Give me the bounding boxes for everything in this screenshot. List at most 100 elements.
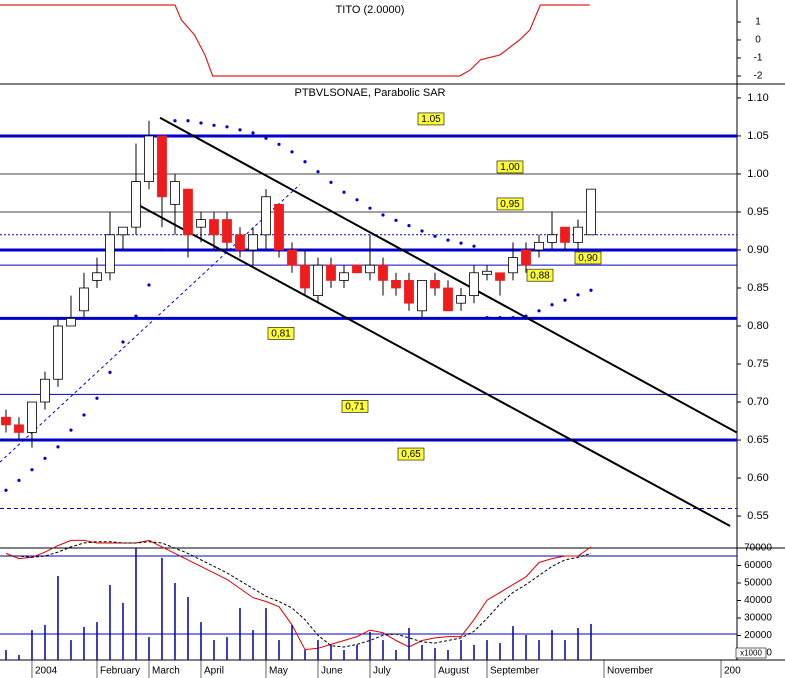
volume-bar bbox=[356, 644, 358, 660]
sar-dot bbox=[459, 241, 463, 245]
y-tick-label: 70000 bbox=[744, 543, 772, 554]
volume-bar bbox=[460, 640, 462, 660]
volume-bar bbox=[395, 650, 397, 660]
x-tick-label: April bbox=[204, 666, 224, 677]
volume-bar bbox=[369, 632, 371, 660]
sar-dot bbox=[69, 428, 73, 432]
x-tick-label: 2004 bbox=[35, 666, 58, 677]
sar-dot bbox=[433, 234, 437, 238]
sar-dot bbox=[355, 198, 359, 202]
volume-bar bbox=[161, 557, 163, 660]
candle-body bbox=[170, 181, 180, 205]
volume-bar bbox=[538, 640, 540, 660]
candle-body bbox=[79, 287, 89, 312]
x-tick-label: June bbox=[321, 666, 343, 677]
candle-body bbox=[443, 287, 453, 312]
sar-dot bbox=[238, 128, 242, 132]
y-tick-label: 1.05 bbox=[747, 130, 768, 142]
volume-bar bbox=[590, 623, 592, 660]
trend-line bbox=[0, 184, 301, 463]
volume-bar bbox=[330, 644, 332, 660]
sar-dot bbox=[576, 293, 580, 297]
volume-bar bbox=[5, 650, 7, 660]
candle-body bbox=[469, 272, 479, 296]
volume-bar bbox=[551, 630, 553, 660]
volume-bar bbox=[135, 548, 137, 660]
sar-dot bbox=[381, 213, 385, 217]
level-label: 1,00 bbox=[500, 162, 520, 173]
volume-panel bbox=[5, 548, 592, 660]
y-tick-label: 0.60 bbox=[747, 472, 768, 484]
level-label-box bbox=[574, 251, 602, 265]
sar-dot bbox=[95, 396, 99, 400]
level-label: 1.05 bbox=[421, 114, 441, 125]
volume-bar bbox=[122, 602, 124, 660]
sar-dot bbox=[290, 150, 294, 154]
sar-dot bbox=[563, 298, 567, 302]
sar-dot bbox=[394, 218, 398, 222]
sar-dot bbox=[160, 248, 164, 252]
candle-body bbox=[1, 416, 11, 426]
x-tick-label: November bbox=[607, 666, 654, 677]
candle-body bbox=[222, 219, 232, 243]
y-tick-label: 1 bbox=[755, 17, 761, 28]
candle-body bbox=[391, 279, 401, 289]
sar-dot bbox=[407, 224, 411, 228]
volume-bar bbox=[304, 650, 306, 660]
sar-dot bbox=[251, 131, 255, 135]
sar-dot bbox=[303, 160, 307, 164]
oscillator-line bbox=[5, 539, 592, 651]
x-tick-label: May bbox=[269, 666, 288, 677]
volume-bar bbox=[577, 627, 579, 660]
sar-dot bbox=[134, 314, 138, 318]
volume-bar bbox=[447, 650, 449, 660]
sar-dot bbox=[186, 119, 190, 123]
candle-body bbox=[404, 279, 414, 304]
x-tick-label: August bbox=[438, 666, 469, 677]
sar-dot bbox=[17, 478, 21, 482]
y-tick-label: 0.85 bbox=[747, 282, 768, 294]
y-tick-label: -1 bbox=[754, 53, 763, 64]
candle-body bbox=[14, 424, 24, 433]
unit-label: x1000 bbox=[740, 649, 762, 658]
candle-body bbox=[157, 135, 167, 198]
volume-bar bbox=[174, 583, 176, 660]
sar-dot bbox=[316, 170, 320, 174]
volume-bar bbox=[564, 640, 566, 660]
volume-bar bbox=[434, 647, 436, 660]
level-label-box bbox=[341, 400, 369, 413]
volume-bar bbox=[343, 650, 345, 660]
candle-body bbox=[508, 257, 518, 274]
y-tick-label: 0.70 bbox=[747, 396, 768, 408]
candle-body bbox=[352, 264, 362, 274]
sar-dot bbox=[550, 303, 554, 307]
candle-body bbox=[287, 249, 297, 266]
x-tick-label: March bbox=[152, 666, 180, 677]
candle-body bbox=[365, 264, 375, 274]
sar-dot bbox=[108, 370, 112, 374]
x-tick-label: 200 bbox=[724, 666, 741, 677]
sar-dot bbox=[4, 488, 8, 492]
sar-dot bbox=[173, 119, 177, 123]
y-tick-label: 20000 bbox=[744, 630, 772, 641]
y-tick-label: 0.55 bbox=[747, 510, 768, 522]
candle-body bbox=[547, 234, 557, 243]
volume-bar bbox=[148, 637, 150, 660]
tito-line bbox=[0, 4, 590, 77]
level-label-box bbox=[267, 327, 295, 340]
y-tick-label: 1.10 bbox=[747, 92, 768, 104]
volume-bar bbox=[213, 640, 215, 660]
candle-body bbox=[235, 234, 245, 251]
candle-body bbox=[560, 226, 570, 243]
y-tick-label: 0.65 bbox=[747, 434, 768, 446]
volume-bar bbox=[278, 640, 280, 660]
candle-body bbox=[456, 295, 466, 304]
volume-bar bbox=[382, 640, 384, 660]
volume-bar bbox=[200, 622, 202, 660]
level-label: 0,65 bbox=[401, 449, 421, 460]
candle-body bbox=[378, 264, 388, 281]
y-tick-label: 50000 bbox=[744, 578, 772, 589]
sar-dot bbox=[225, 125, 229, 129]
